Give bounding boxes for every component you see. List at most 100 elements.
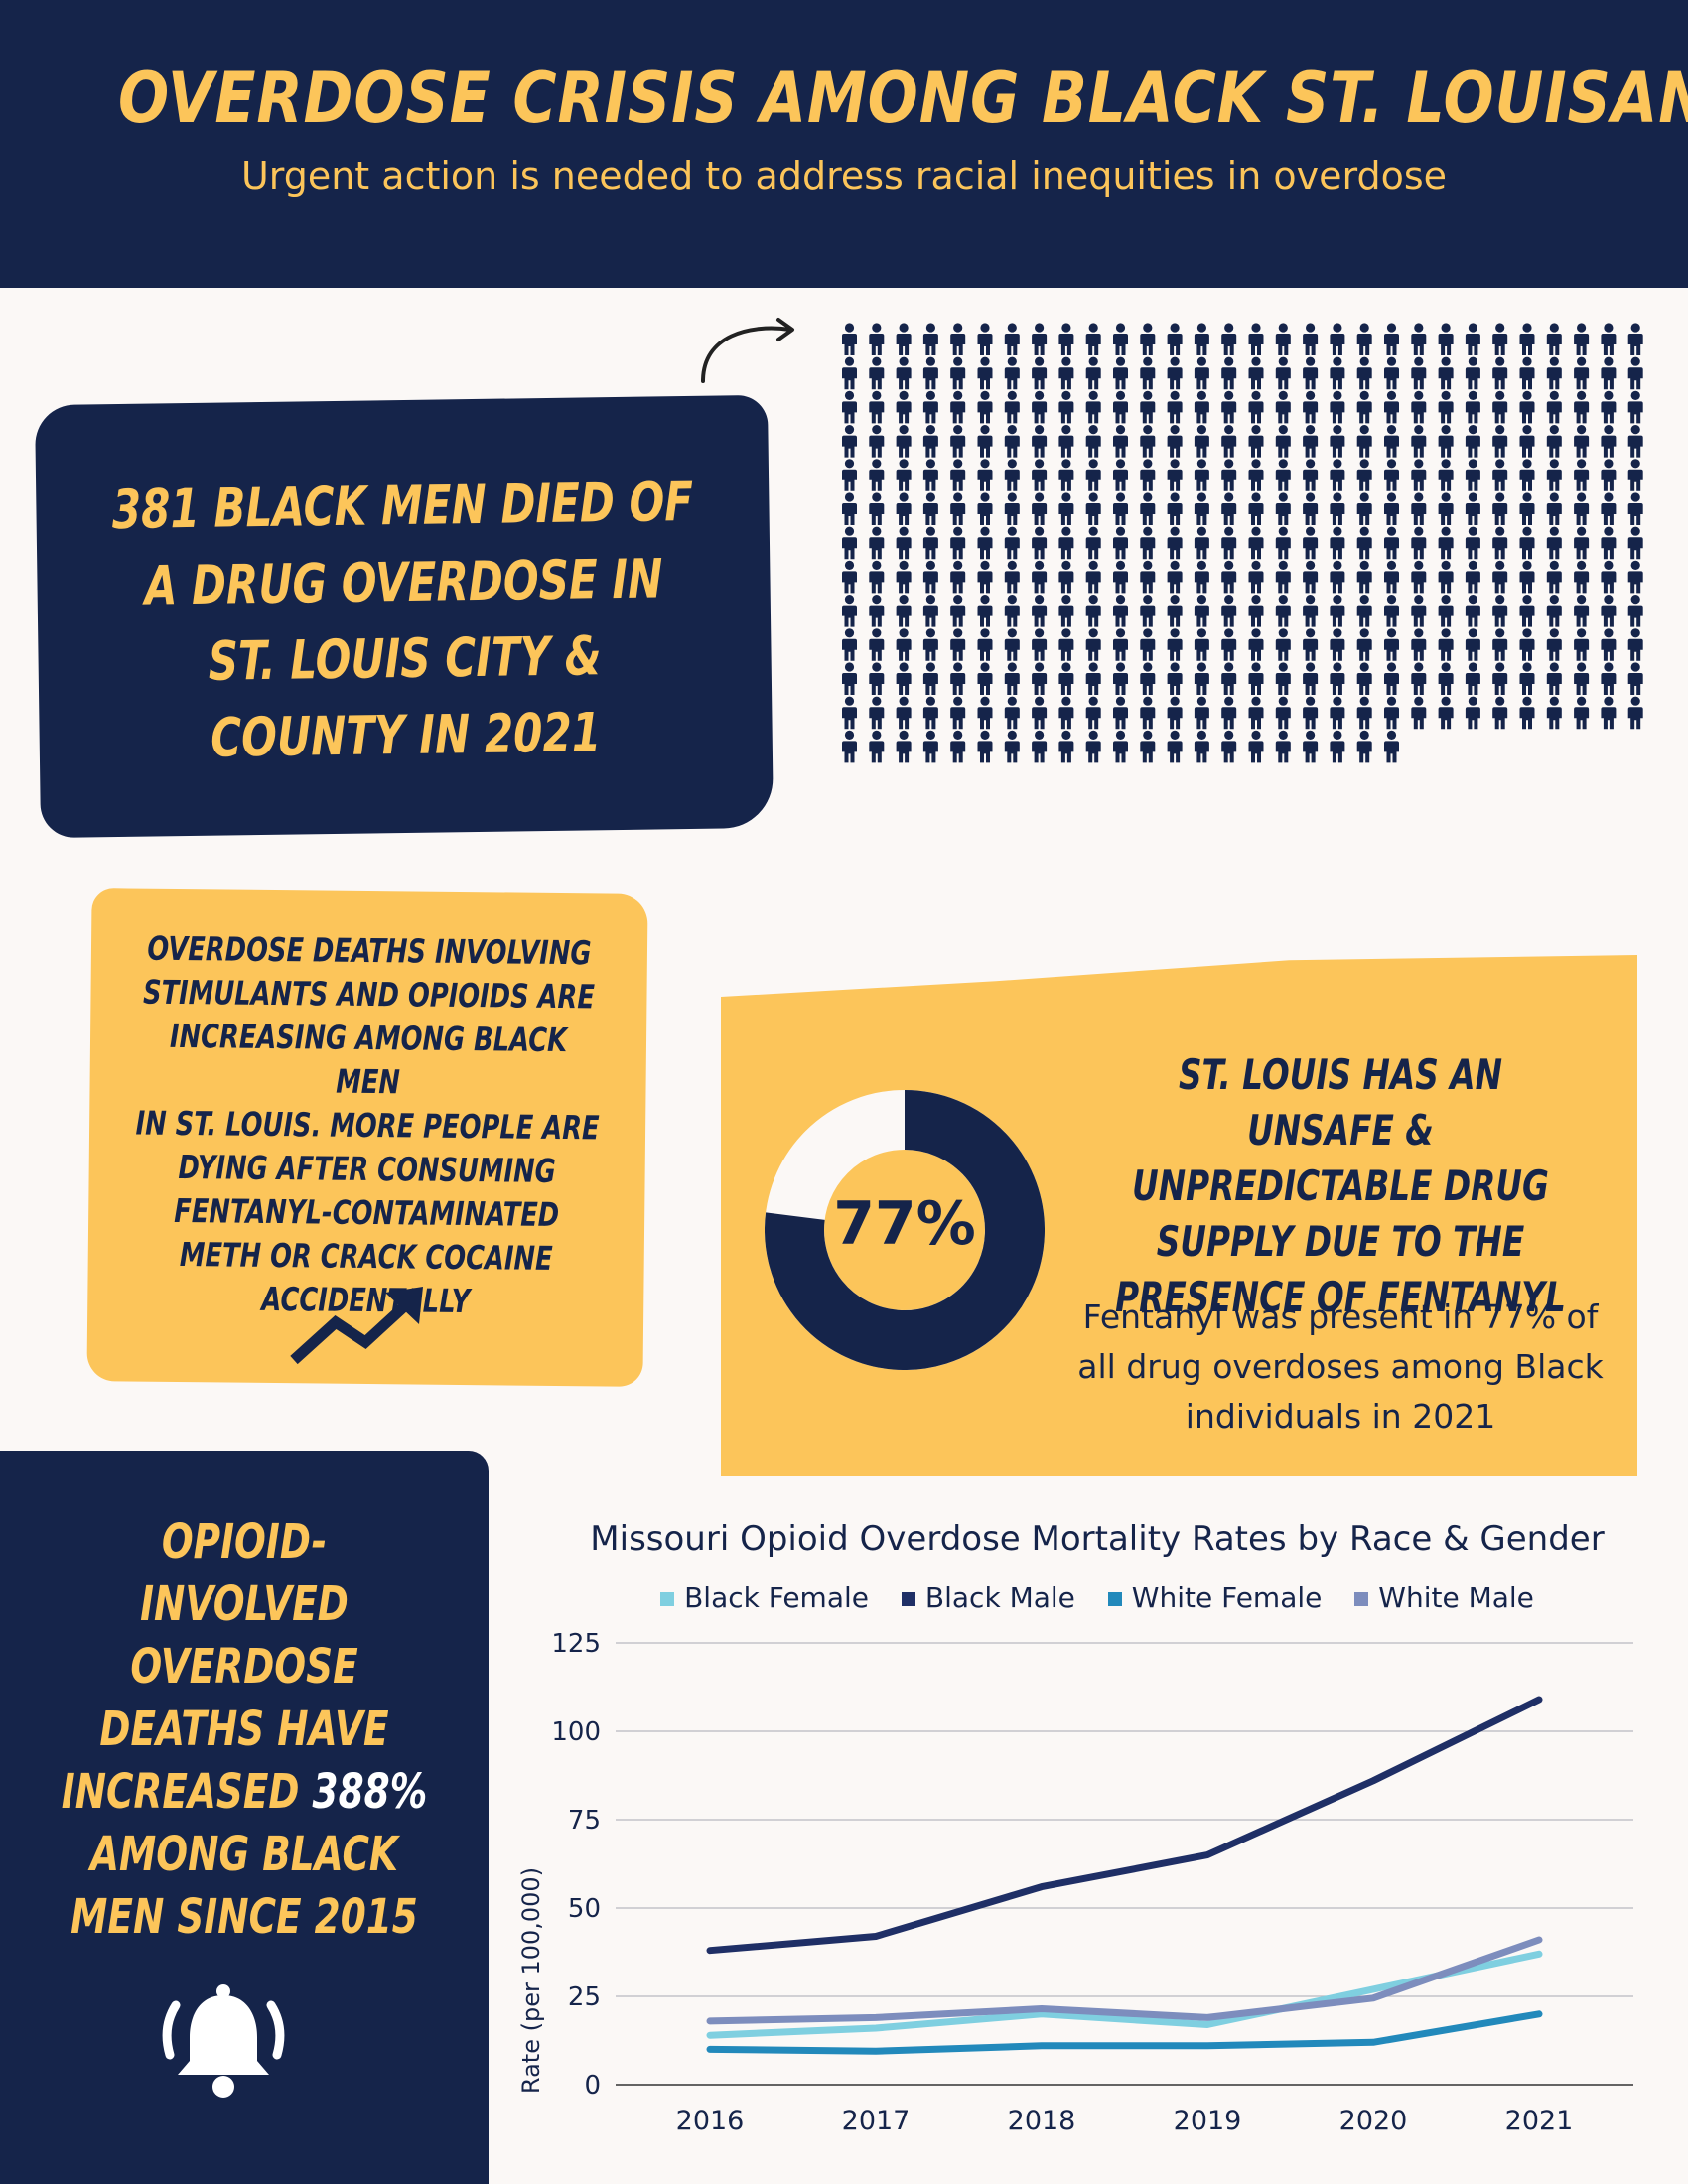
person-icon <box>896 662 912 695</box>
person-icon <box>1275 492 1291 525</box>
person-icon <box>1330 628 1345 661</box>
person-icon <box>1085 662 1101 695</box>
person-icon <box>1519 560 1535 594</box>
person-icon <box>896 425 912 458</box>
person-icon <box>1194 323 1209 355</box>
person-icon <box>1275 560 1291 594</box>
person-icon <box>1384 425 1399 458</box>
person-icon <box>1085 696 1101 730</box>
person-icon <box>1384 595 1399 627</box>
legend-item: Black Female <box>660 1581 869 1614</box>
person-icon <box>1465 526 1480 560</box>
person-icon <box>896 390 912 424</box>
person-icon <box>977 628 993 661</box>
person-icon <box>950 628 966 661</box>
person-icon <box>1303 323 1319 355</box>
person-icon <box>896 459 912 491</box>
stimulants-line: FENTANYL-CONTAMINATED <box>174 1190 560 1235</box>
person-icon <box>842 696 857 730</box>
person-icon <box>1411 492 1427 525</box>
person-icon <box>1519 356 1535 390</box>
person-icon <box>1574 526 1590 560</box>
person-icon <box>977 560 993 594</box>
person-icon <box>1601 492 1617 525</box>
person-icon <box>1275 425 1291 458</box>
stimulants-line: METH OR CRACK COCAINE <box>179 1235 553 1278</box>
person-icon <box>1167 696 1183 730</box>
person-icon <box>1574 323 1590 355</box>
x-tick-label: 2020 <box>1339 2106 1408 2136</box>
person-icon <box>1465 595 1480 627</box>
person-icon <box>1140 390 1156 424</box>
trending-up-icon <box>290 1287 423 1365</box>
person-icon <box>1627 595 1643 627</box>
person-icon <box>1384 492 1399 525</box>
person-icon <box>922 730 938 763</box>
person-icon <box>1167 526 1183 560</box>
person-icon <box>842 560 857 594</box>
person-icon <box>1356 730 1372 763</box>
deaths-line: A DRUG OVERDOSE IN <box>144 547 663 617</box>
person-icon <box>1113 492 1128 525</box>
person-icon <box>1492 628 1508 661</box>
person-icon <box>1004 526 1020 560</box>
person-icon <box>1465 628 1480 661</box>
person-icon <box>1330 356 1345 390</box>
fentanyl-body-line: Fentanyl was present in 77% of <box>1082 1297 1599 1336</box>
person-icon <box>1492 696 1508 730</box>
person-icon <box>1303 696 1319 730</box>
deaths-line: 381 BLACK MEN DIED OF <box>111 470 694 542</box>
person-icon <box>1004 425 1020 458</box>
person-icon <box>1601 425 1617 458</box>
person-icon <box>1303 662 1319 695</box>
x-tick-label: 2018 <box>1008 2106 1076 2136</box>
person-icon <box>1303 459 1319 491</box>
person-icon <box>1303 730 1319 763</box>
person-icon <box>1032 628 1048 661</box>
person-icon <box>1601 459 1617 491</box>
person-icon <box>1140 730 1156 763</box>
person-icon <box>1221 425 1237 458</box>
person-icon <box>1275 595 1291 627</box>
people-pictogram <box>842 323 1643 763</box>
person-icon <box>1194 390 1209 424</box>
person-icon <box>922 356 938 390</box>
page-title: OVERDOSE CRISIS AMONG BLACK ST. LOUISANS <box>118 58 1688 139</box>
person-icon <box>1221 595 1237 627</box>
person-icon <box>1465 662 1480 695</box>
legend-item: Black Male <box>901 1581 1075 1614</box>
person-icon <box>1492 323 1508 355</box>
person-icon <box>922 323 938 355</box>
person-icon <box>896 595 912 627</box>
person-icon <box>1167 390 1183 424</box>
person-icon <box>950 526 966 560</box>
person-icon <box>1167 425 1183 458</box>
fentanyl-heading-line: ST. LOUIS HAS AN UNSAFE & <box>1178 1050 1503 1155</box>
person-icon <box>1492 595 1508 627</box>
person-icon <box>1465 696 1480 730</box>
person-icon <box>1519 492 1535 525</box>
person-icon <box>842 425 857 458</box>
person-icon <box>1085 730 1101 763</box>
person-icon <box>1574 492 1590 525</box>
person-icon <box>1113 526 1128 560</box>
person-icon <box>1438 323 1454 355</box>
person-icon <box>896 560 912 594</box>
person-icon <box>1438 628 1454 661</box>
person-icon <box>1627 492 1643 525</box>
person-icon <box>950 356 966 390</box>
person-icon <box>1384 390 1399 424</box>
person-icon <box>1167 662 1183 695</box>
person-icon <box>1167 459 1183 491</box>
person-icon <box>922 662 938 695</box>
person-icon <box>1194 459 1209 491</box>
person-icon <box>1085 323 1101 355</box>
person-icon <box>1113 696 1128 730</box>
person-icon <box>1194 662 1209 695</box>
person-icon <box>1140 560 1156 594</box>
person-icon <box>869 390 885 424</box>
person-icon <box>950 595 966 627</box>
person-icon <box>1140 526 1156 560</box>
person-icon <box>1411 696 1427 730</box>
person-icon <box>1140 459 1156 491</box>
